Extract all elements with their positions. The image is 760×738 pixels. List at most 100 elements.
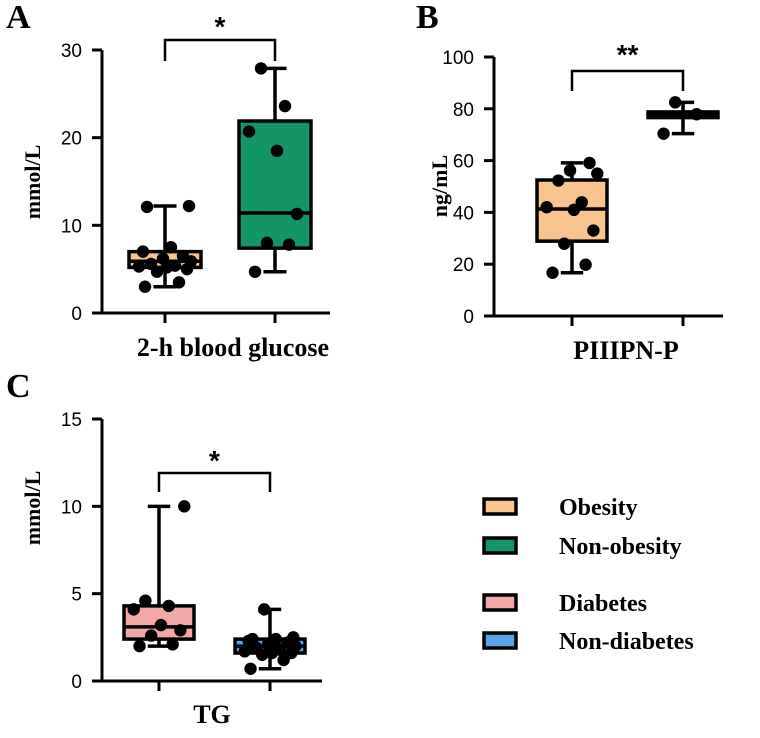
significance-marker: * — [209, 445, 220, 476]
legend-item-diabetes: Diabetes — [482, 591, 647, 617]
legend-item-non-diabetes: Non-diabetes — [482, 629, 694, 655]
y-tick-label: 20 — [453, 255, 474, 276]
x-axis-title: TG — [193, 700, 231, 729]
series-non-diabetes — [233, 603, 307, 675]
data-point — [172, 276, 186, 289]
data-point — [144, 257, 158, 271]
data-point — [139, 594, 152, 607]
data-point — [579, 258, 592, 271]
data-point — [583, 156, 596, 170]
data-point — [246, 632, 259, 646]
legend-swatch — [482, 497, 518, 516]
data-point — [244, 662, 257, 675]
panel-letter: B — [416, 0, 439, 36]
data-point — [563, 164, 577, 177]
y-tick-label: 80 — [453, 100, 474, 121]
y-axis-title: mmol/L — [20, 145, 45, 220]
data-point — [168, 259, 182, 272]
legend-swatch — [482, 631, 518, 650]
data-point — [290, 207, 304, 221]
legend-item-non-obesity: Non-obesity — [482, 534, 682, 560]
data-point — [282, 238, 296, 251]
data-point — [174, 624, 187, 637]
legend-label: Diabetes — [559, 591, 647, 617]
y-tick-label: 10 — [61, 497, 82, 518]
data-point — [269, 632, 283, 646]
panel-a: A 0 10 20 30 mmol/L 2-h blood glucose * — [6, 0, 330, 362]
data-point — [587, 224, 600, 237]
y-axis-title: ng/mL — [427, 155, 452, 217]
legend-label: Non-diabetes — [559, 629, 694, 655]
data-point — [254, 62, 268, 75]
x-axis-title: 2-h blood glucose — [137, 333, 329, 362]
data-point — [132, 260, 146, 273]
significance-marker: ** — [617, 39, 639, 70]
data-point — [669, 96, 682, 109]
data-point — [540, 201, 553, 214]
series-obesity — [535, 156, 609, 279]
data-point — [127, 603, 140, 616]
y-tick-label: 30 — [61, 41, 82, 62]
y-tick-label: 20 — [61, 129, 82, 150]
legend-swatch — [482, 593, 518, 612]
data-point — [552, 174, 565, 187]
y-tick-label: 40 — [453, 203, 474, 224]
y-tick-label: 100 — [442, 48, 474, 69]
significance-bracket — [157, 471, 272, 492]
x-axis-title: PIIIPN-P — [573, 336, 679, 365]
data-point — [257, 603, 271, 616]
data-point — [567, 203, 581, 217]
y-tick-label: 0 — [71, 304, 82, 325]
series-diabetes — [122, 500, 196, 653]
panel-c: C 0 5 10 15 mmol/L TG * — [6, 368, 322, 729]
data-point — [182, 199, 196, 213]
panel-letter: C — [6, 368, 31, 405]
iqr-box — [237, 119, 313, 250]
data-point — [166, 638, 179, 651]
significance-bracket — [163, 38, 277, 61]
y-tick-label: 60 — [453, 152, 474, 173]
data-point — [133, 639, 146, 653]
data-point — [242, 125, 256, 138]
data-point — [140, 200, 154, 214]
data-point — [145, 629, 158, 642]
data-point — [690, 108, 703, 121]
data-point — [164, 241, 178, 254]
data-point — [156, 252, 170, 265]
series-non-obesity — [237, 62, 313, 278]
data-point — [657, 127, 670, 140]
data-point — [287, 631, 300, 644]
panel-b: B 0 20 40 60 80 100 ng/mL PIIIPN-P ** — [416, 0, 723, 365]
data-point — [260, 236, 274, 250]
data-point — [136, 245, 150, 258]
series-obesity — [127, 199, 203, 293]
legend-swatch — [482, 536, 518, 555]
panel-letter: A — [6, 0, 31, 36]
y-tick-label: 15 — [61, 410, 82, 431]
chart-panels: A 0 10 20 30 mmol/L 2-h blood glucose * B 0 20 40 60… — [6, 0, 723, 729]
legend-label: Non-obesity — [559, 534, 682, 560]
data-point — [162, 599, 175, 613]
data-point — [546, 266, 559, 279]
data-point — [278, 99, 292, 113]
data-point — [178, 500, 191, 513]
series-non-obesity — [646, 96, 720, 140]
legend-label: Obesity — [559, 495, 638, 521]
y-tick-label: 5 — [71, 585, 82, 606]
data-point — [575, 196, 588, 209]
data-point — [154, 618, 168, 632]
data-point — [591, 167, 604, 180]
data-point — [248, 265, 262, 278]
data-point — [176, 249, 190, 263]
data-point — [270, 144, 284, 158]
data-point — [138, 280, 152, 293]
y-tick-label: 0 — [71, 672, 82, 693]
y-tick-label: 10 — [61, 216, 82, 237]
data-point — [558, 237, 571, 250]
significance-bracket — [570, 69, 685, 91]
y-tick-label: 0 — [463, 307, 474, 328]
legend-item-obesity: Obesity — [482, 495, 638, 521]
data-point — [238, 645, 251, 658]
y-axis-title: mmol/L — [20, 471, 45, 546]
